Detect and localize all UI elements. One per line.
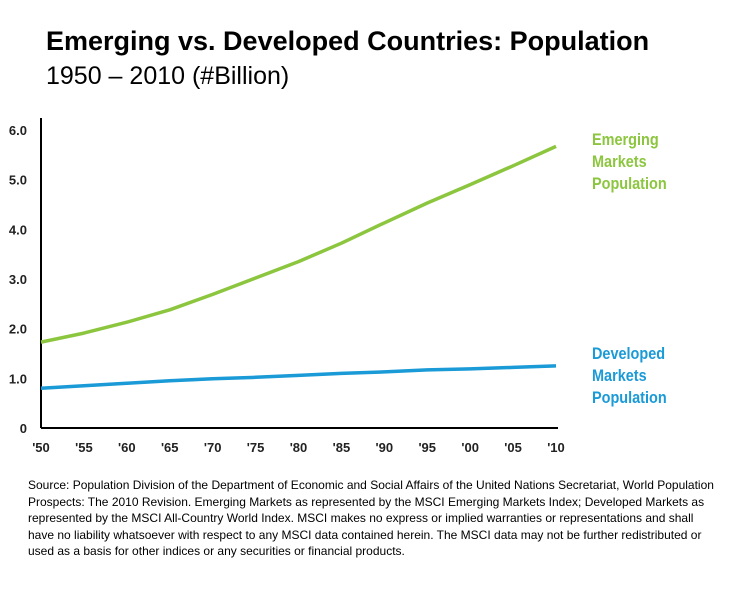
series-line-developed — [40, 364, 557, 391]
tick-labels: 0 1.0 2.0 3.0 4.0 5.0 6.0 '50 '55 '60 '65 '70 '75 '80… — [9, 123, 565, 455]
y-tick-label: 6.0 — [9, 123, 27, 138]
x-tick-label: '55 — [75, 440, 93, 455]
x-tick-label: '00 — [461, 440, 479, 455]
x-tick-label: '50 — [32, 440, 50, 455]
y-tick-label: 5.0 — [9, 173, 27, 188]
legend-developed: Developed Markets Population — [592, 343, 667, 409]
legend-emerging-line-2: Markets — [592, 152, 647, 171]
x-tick-label: '85 — [333, 440, 351, 455]
line-chart: 0 1.0 2.0 3.0 4.0 5.0 6.0 '50 '55 '60 '65 '70 '75 '80… — [9, 118, 565, 455]
x-tick-label: '65 — [161, 440, 179, 455]
legend-emerging-line-3: Population — [592, 174, 667, 193]
axes — [40, 118, 558, 429]
x-tick-label: '60 — [118, 440, 136, 455]
chart-subtitle: 1950 – 2010 (#Billion) — [46, 62, 290, 90]
y-tick-label: 4.0 — [9, 222, 27, 237]
legend-emerging: Emerging Markets Population — [592, 129, 667, 195]
y-tick-label: 0 — [20, 421, 27, 436]
y-tick-label: 1.0 — [9, 371, 27, 386]
series-lines — [40, 144, 557, 391]
x-tick-label: '80 — [290, 440, 308, 455]
x-tick-label: '75 — [247, 440, 265, 455]
y-tick-label: 2.0 — [9, 322, 27, 337]
x-tick-label: '95 — [418, 440, 436, 455]
x-tick-label: '70 — [204, 440, 222, 455]
series-line-emerging — [40, 144, 557, 344]
legend-developed-line-2: Markets — [592, 366, 647, 385]
x-tick-label: '90 — [376, 440, 394, 455]
legend-emerging-line-1: Emerging — [592, 130, 659, 149]
x-tick-label: '10 — [547, 440, 565, 455]
x-tick-label: '05 — [504, 440, 522, 455]
source-note: Source: Population Division of the Depar… — [28, 478, 714, 558]
legend-developed-line-1: Developed — [592, 344, 666, 363]
y-tick-label: 3.0 — [9, 272, 27, 287]
chart-title: Emerging vs. Developed Countries: Popula… — [46, 26, 650, 56]
legend-developed-line-3: Population — [592, 388, 667, 407]
